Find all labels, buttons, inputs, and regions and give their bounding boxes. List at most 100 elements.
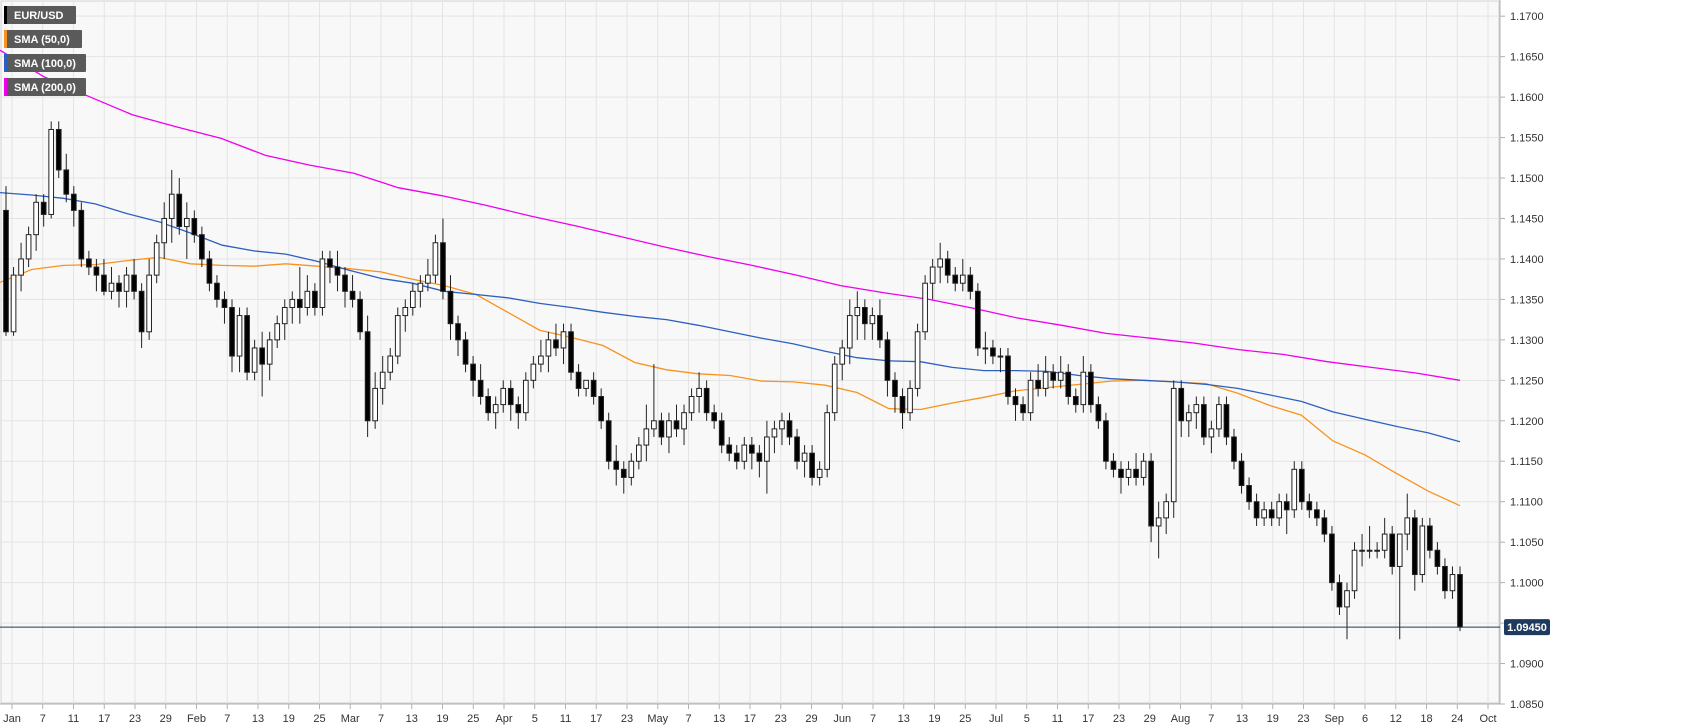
candle-bull <box>1057 371 1064 381</box>
candle-bull <box>1404 517 1411 535</box>
candle-bull <box>394 315 401 357</box>
legend-color-swatch <box>4 78 7 96</box>
candle-bear <box>1329 533 1335 584</box>
y-tick-label: 1.1400 <box>1510 254 1544 266</box>
candle-bear <box>809 452 815 478</box>
candle-bear <box>733 452 740 462</box>
candle-bear <box>199 234 205 260</box>
candle-bear <box>485 396 491 414</box>
sma-50-line <box>0 256 1461 507</box>
x-tick-label: 13 <box>406 713 418 725</box>
candle-bull <box>839 347 846 365</box>
candle-bull <box>688 396 695 414</box>
candle-bull <box>432 242 439 276</box>
candles <box>3 121 1463 640</box>
candle-bull <box>108 282 115 292</box>
candle-bear <box>1223 404 1230 438</box>
candle-bear <box>455 323 461 341</box>
candle-bear <box>862 306 868 325</box>
candle-bull <box>1419 525 1426 576</box>
candle-bull <box>1042 371 1049 389</box>
x-tick-label: Apr <box>495 713 512 725</box>
candle-bear <box>575 371 582 389</box>
candle-bear <box>944 258 951 276</box>
candle-bull <box>500 387 507 406</box>
candle-bear <box>1314 509 1320 519</box>
candle-bull <box>304 290 311 308</box>
legend: EUR/USD SMA (50,0) SMA (100,0) SMA (200,0) <box>4 6 86 96</box>
candle-bull <box>48 128 55 215</box>
x-tick-label: 23 <box>1297 713 1309 725</box>
candle-bear <box>673 420 680 430</box>
candle-bear <box>658 420 665 438</box>
candle-bear <box>1231 436 1237 462</box>
y-tick-label: 1.0850 <box>1510 699 1544 711</box>
legend-label: SMA (100,0) <box>14 58 76 70</box>
candle-bull <box>816 468 823 478</box>
candle-bull <box>1027 379 1034 414</box>
candle-bear <box>1411 517 1418 576</box>
candle-bear <box>1442 565 1448 592</box>
candle-bear <box>703 387 710 414</box>
candle-bull <box>379 371 386 389</box>
candle-bear <box>967 274 974 292</box>
x-tick-label: 7 <box>40 713 46 725</box>
x-tick-label: 19 <box>928 713 940 725</box>
candle-bull <box>1216 404 1222 430</box>
candle-bear <box>1457 574 1463 628</box>
x-tick-label: 6 <box>1362 713 1368 725</box>
candle-bear <box>515 404 522 414</box>
candle-bear <box>206 258 213 284</box>
x-tick-label: Jun <box>833 713 851 725</box>
candle-bear <box>312 290 318 308</box>
candle-bear <box>116 282 122 292</box>
x-tick-label: May <box>647 713 668 725</box>
candle-bull <box>18 258 24 276</box>
candle-bull <box>929 266 936 284</box>
candle-bull <box>741 444 748 462</box>
sma-100-line <box>0 191 1461 443</box>
x-tick-label: 23 <box>129 713 141 725</box>
candle-bull <box>123 274 130 292</box>
candle-bear <box>176 193 183 228</box>
candle-bear <box>447 290 454 325</box>
candle-bull <box>846 315 853 349</box>
x-tick-label: 7 <box>870 713 876 725</box>
candle-bear <box>470 363 476 381</box>
candle-bear <box>63 169 70 195</box>
y-tick-label: 1.1050 <box>1510 537 1544 549</box>
x-tick-label: 12 <box>1390 713 1402 725</box>
candle-bear <box>1389 533 1396 567</box>
candle-bear <box>952 274 959 284</box>
y-tick-label: 1.1350 <box>1510 294 1544 306</box>
candle-bear <box>191 217 198 236</box>
x-tick-label: 19 <box>283 713 295 725</box>
candle-bull <box>251 347 258 373</box>
candle-bear <box>1088 371 1094 406</box>
candle-bear <box>462 339 469 365</box>
candle-bear <box>568 331 574 373</box>
candle-bear <box>349 290 356 300</box>
x-tick-label: 5 <box>1024 713 1030 725</box>
legend-box <box>4 54 86 72</box>
candle-bull <box>801 452 808 462</box>
y-axis: 1.08501.09001.09501.10001.10501.11001.11… <box>1499 0 1544 711</box>
x-tick-label: 17 <box>98 713 110 725</box>
candle-bull <box>281 306 288 325</box>
x-tick-label: 11 <box>1052 713 1063 725</box>
legend-item: SMA (50,0) <box>4 30 82 48</box>
candle-bull <box>1396 533 1403 567</box>
candle-bull <box>1140 460 1147 478</box>
candle-bear <box>1148 460 1154 527</box>
candle-bear <box>756 452 763 462</box>
candle-bear <box>620 468 627 478</box>
candle-bull <box>146 274 152 333</box>
candle-bear <box>244 315 250 373</box>
candle-bear <box>1201 404 1207 438</box>
x-axis: Jan 7 11 17 23 29 Feb 7 13 19 25 Mar 7 13 19 25 Apr 5 11 17… <box>0 703 1500 725</box>
x-tick-label: Aug <box>1171 713 1191 725</box>
candle-bull <box>771 428 778 438</box>
candle-bull <box>161 217 168 244</box>
candle-bull <box>319 258 326 308</box>
candle-bull <box>25 234 32 260</box>
